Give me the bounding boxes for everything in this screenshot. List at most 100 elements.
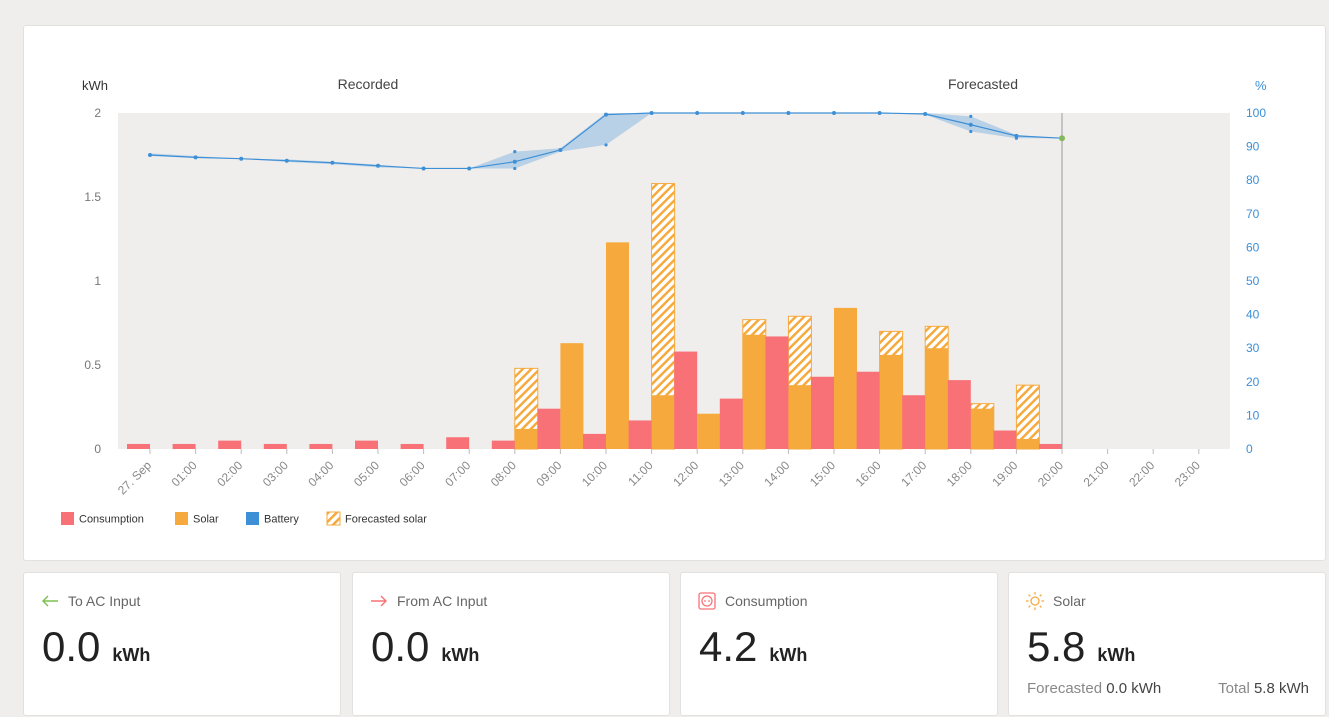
solar-bar [1016,438,1040,449]
x-tick-label: 15:00 [807,458,838,489]
y-tick-right: 100 [1246,106,1266,120]
x-tick-label: 18:00 [944,458,975,489]
battery-point [148,153,152,157]
energy-chart: kWh % Recorded Forecasted 0 0.5 1 1.5 2 0 10 2… [61,76,1267,526]
consumption-bar [1039,443,1062,449]
consumption-bar [811,376,834,449]
x-tick-label: 19:00 [989,458,1020,489]
y-tick-left: 1.5 [84,190,101,204]
battery-point [832,111,836,115]
battery-point [512,159,517,164]
battery-point [421,166,426,171]
y-tick-right: 50 [1246,274,1260,288]
legend-label: Consumption [79,514,144,526]
total-stat: Total 5.8 kWh [1218,680,1309,697]
x-tick-label: 10:00 [579,458,610,489]
forecasted-value: 0.0 kWh [1106,680,1162,697]
y-tick-right: 0 [1246,442,1253,456]
consumption-bar [355,440,378,449]
battery-point [604,112,608,117]
x-tick-label: 23:00 [1172,458,1203,489]
consumption-bar [947,380,971,449]
x-tick-label: 21:00 [1081,458,1112,489]
chart-card: kWh % Recorded Forecasted 0 0.5 1 1.5 2 0 10 2… [23,25,1326,561]
y-tick-left: 0 [94,442,101,456]
solar-bar [606,242,629,449]
tile-consumption[interactable]: Consumption 4.2 kWh [680,572,998,716]
legend-swatch [246,512,259,525]
x-tick-label: 11:00 [625,458,656,489]
x-tick-label: 05:00 [351,458,382,489]
x-tick-label: 17:00 [898,458,929,489]
y-tick-right: 90 [1246,140,1260,154]
tile-value: 0.0 [371,623,430,670]
battery-point [239,156,244,161]
tile-unit: kWh [1097,645,1136,665]
solar-bar [514,428,538,449]
tile-title: Solar [1053,593,1086,609]
tile-to-ac-input[interactable]: To AC Input 0.0 kWh [23,572,341,716]
x-tick-label: 02:00 [214,458,245,489]
consumption-bar [902,395,926,449]
y-tick-left: 0.5 [84,358,101,372]
consumption-bar [263,443,287,449]
legend-item-forecasted-solar[interactable]: Forecasted solar [326,511,427,526]
tile-title: From AC Input [397,593,488,609]
y-tick-right: 10 [1246,408,1260,422]
consumption-bar [765,336,789,449]
solar-bar [788,385,812,449]
tile-solar[interactable]: Solar 5.8 kWh Forecasted 0.0 kWh Total 5… [1008,572,1326,716]
legend-item-consumption[interactable]: Consumption [61,512,144,526]
solar-bar [697,413,721,449]
tile-unit: kWh [769,645,808,665]
battery-point [376,163,380,168]
y-tick-left: 1 [94,274,101,288]
tile-title: To AC Input [68,593,141,609]
battery-point [558,147,563,152]
consumption-bar [993,430,1017,449]
legend-item-solar[interactable]: Solar [175,512,219,526]
x-tick-label: 14:00 [761,458,792,489]
battery-point [968,122,973,127]
tile-from-ac-input[interactable]: From AC Input 0.0 kWh [352,572,670,716]
battery-low-point [513,166,517,171]
x-tick-label: 13:00 [716,458,747,489]
arrow-right-icon [371,595,387,607]
tile-unit: kWh [112,645,151,665]
sun-icon [1026,592,1044,610]
consumption-bar [719,398,743,449]
y-tick-right: 70 [1246,207,1260,221]
consumption-bar [218,440,242,449]
battery-low-point [1014,136,1019,140]
x-tick-label: 06:00 [397,458,428,489]
right-axis-unit: % [1255,78,1267,93]
tile-value: 4.2 [699,623,758,670]
recorded-label: Recorded [338,76,399,92]
battery-point [695,111,700,115]
x-tick-label: 12:00 [670,458,701,489]
battery-point [330,160,335,165]
solar-bar [970,408,994,449]
x-tick-label: 03:00 [260,458,291,489]
legend-label: Battery [264,514,299,526]
consumption-bar [491,440,515,449]
x-tick-label: 04:00 [305,458,336,489]
solar-bar [834,307,857,449]
y-tick-right: 20 [1246,375,1260,389]
legend-item-battery[interactable]: Battery [246,512,299,526]
total-label: Total [1218,680,1250,697]
legend-swatch [61,512,74,525]
consumption-bar [446,437,470,449]
consumption-bar [400,443,424,449]
tile-title: Consumption [725,593,808,609]
legend-label: Forecasted solar [345,514,427,526]
battery-range-band [150,113,1062,169]
battery-point [193,155,198,160]
consumption-bar [674,351,698,449]
y-tick-left: 2 [94,106,101,120]
battery-point [923,112,928,117]
battery-high-point [513,150,517,154]
tile-unit: kWh [441,645,480,665]
consumption-bar [172,443,196,449]
x-tick-label: 16:00 [853,458,884,489]
